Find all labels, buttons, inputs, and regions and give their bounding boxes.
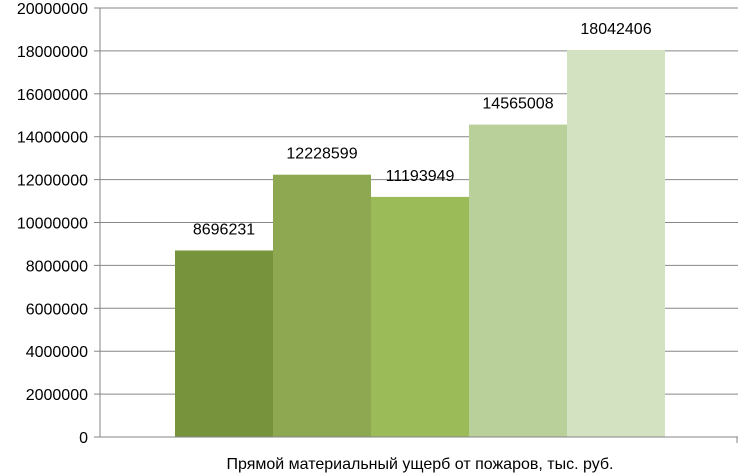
y-axis-tick-labels: 0 2000000 4000000 6000000 8000000 10000000 120…: [17, 1, 88, 447]
y-tick-label: 10000000: [17, 216, 88, 233]
bars: [175, 49, 665, 438]
y-tick-label: 12000000: [17, 173, 88, 190]
data-labels: 8696231 12228599 11193949 14565008 18042406: [193, 21, 652, 238]
bar: [273, 174, 371, 438]
bar: [469, 124, 567, 438]
y-tick-label: 2000000: [26, 387, 88, 404]
bar: [567, 49, 665, 438]
data-label: 18042406: [580, 21, 651, 38]
data-label: 12228599: [286, 146, 357, 163]
y-tick-label: 8000000: [26, 258, 88, 275]
y-tick-label: 14000000: [17, 130, 88, 147]
data-label: 8696231: [193, 221, 255, 238]
y-tick-label: 20000000: [17, 1, 88, 18]
data-label: 14565008: [482, 96, 553, 113]
bar: [371, 196, 469, 437]
axes: [99, 8, 738, 443]
y-tick-label: 16000000: [17, 87, 88, 104]
y-tick-label: 6000000: [26, 301, 88, 318]
data-label: 11193949: [386, 168, 455, 185]
y-tick-label: 0: [79, 430, 88, 447]
y-tick-label: 18000000: [17, 44, 88, 61]
x-axis-label: Прямой материальный ущерб от пожаров, ты…: [227, 456, 614, 473]
bar: [175, 250, 273, 437]
y-tick-label: 4000000: [26, 344, 88, 361]
